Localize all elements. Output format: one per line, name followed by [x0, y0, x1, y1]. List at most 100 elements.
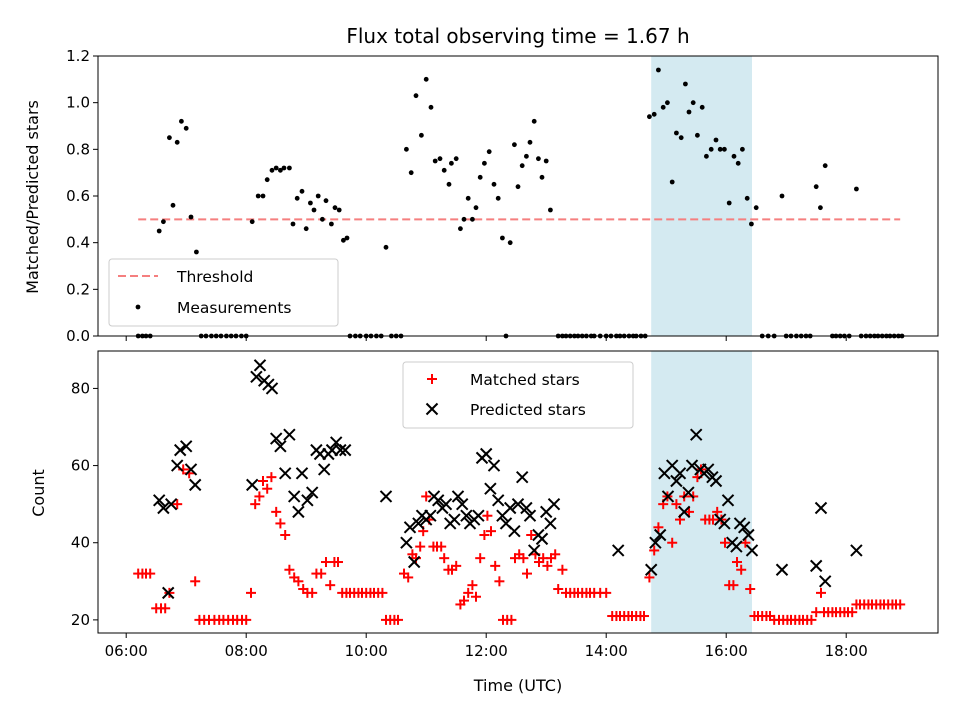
measurement-point: [432, 158, 438, 164]
y-tick-label: 80: [71, 379, 90, 397]
predicted-star-point: [431, 494, 445, 507]
measurement-point: [419, 132, 424, 138]
measurement-point: [473, 205, 479, 211]
matched-star-point: [293, 576, 304, 587]
matched-star-point: [494, 576, 505, 587]
matched-star-point: [258, 476, 268, 487]
y-tick-label: 0.6: [66, 187, 90, 205]
predicted-star-point: [184, 463, 198, 476]
measurement-point: [470, 216, 475, 222]
measurement-point: [722, 146, 727, 152]
predicted-star-point: [644, 563, 658, 576]
matched-star-point: [271, 506, 282, 517]
matched-star-point: [550, 549, 561, 560]
predicted-star-point: [400, 536, 413, 549]
measurement-point: [695, 132, 700, 138]
ratio-legend: Threshold Measurements: [108, 258, 339, 327]
predicted-star-point: [455, 497, 469, 511]
predicted-star-point: [730, 540, 743, 553]
measurement-point: [495, 195, 501, 201]
predicted-star-point: [491, 494, 505, 507]
predicted-star-point: [649, 536, 662, 549]
measurement-point: [491, 181, 497, 187]
predicted-star-point: [689, 428, 703, 441]
predicted-star-point: [721, 494, 735, 507]
predicted-star-point: [274, 440, 287, 453]
measurement-point: [704, 153, 709, 159]
matched-star-point: [526, 530, 537, 541]
matched-star-point: [671, 499, 682, 510]
predicted-star-point: [547, 497, 561, 511]
measurement-point: [524, 153, 529, 159]
measurement-point: [170, 202, 176, 208]
measurement-point: [453, 156, 459, 162]
matched-star-point: [421, 491, 432, 502]
matched-star-point: [895, 599, 906, 610]
x-tick-label: 14:00: [585, 642, 628, 660]
matched-star-point: [172, 499, 183, 510]
measurement-point: [441, 167, 447, 173]
predicted-star-point: [152, 494, 166, 507]
matched-star-point: [316, 568, 327, 579]
predicted-star-point: [283, 428, 296, 441]
matched-star-point: [275, 518, 286, 529]
observing-window-band: [651, 351, 752, 633]
measurement-point: [311, 207, 317, 213]
matched-star-point: [542, 560, 553, 571]
matched-star-point: [436, 541, 447, 552]
matched-star-point: [284, 564, 295, 575]
measurement-point: [543, 158, 549, 164]
measurement-point: [287, 165, 292, 171]
predicted-star-point: [520, 501, 533, 515]
predicted-star-point: [278, 467, 292, 480]
legend-box: [402, 361, 634, 429]
measurement-point: [269, 167, 275, 173]
matched-star-point: [439, 553, 450, 564]
matched-star-point: [708, 514, 718, 525]
matched-star-point: [471, 591, 481, 602]
x-tick-label: 18:00: [825, 642, 868, 660]
predicted-star-point: [775, 563, 789, 576]
ratio-axes-frame: [97, 55, 939, 337]
matched-star-point: [506, 614, 517, 625]
matched-star-point: [806, 614, 817, 625]
matched-star-point: [644, 572, 655, 583]
measurement-point: [735, 160, 741, 166]
matched-star-point: [475, 553, 486, 564]
measurement-point: [315, 193, 321, 199]
predicted-star-point: [673, 467, 687, 480]
y-tick-label: 40: [71, 534, 90, 552]
predicted-star-point: [742, 528, 755, 542]
legend-matched-swatch: [427, 374, 437, 384]
measurement-point: [500, 235, 505, 241]
predicted-star-point: [503, 501, 517, 515]
ratio-axes: 0.0 0.2 0.4 0.6 0.8 1.0 1.2 Threshold Measuremen…: [66, 47, 939, 345]
measurement-point: [161, 219, 166, 225]
matched-star-point: [250, 499, 261, 510]
predicted-star-point: [179, 440, 193, 453]
measurement-point: [527, 139, 533, 145]
measurement-point: [690, 100, 696, 106]
predicted-star-point: [295, 467, 309, 480]
measurement-point: [437, 156, 443, 162]
measurement-point: [174, 139, 180, 145]
predicted-star-point: [682, 486, 695, 499]
legend-measurements-swatch: [135, 304, 141, 310]
measurement-point: [486, 149, 492, 155]
predicted-star-point: [527, 544, 541, 557]
measurement-point: [156, 228, 162, 234]
matched-star-point: [280, 530, 291, 541]
count-axes-frame: [97, 350, 939, 634]
measurement-point: [188, 214, 194, 220]
predicted-star-point: [407, 555, 421, 569]
matched-star-point: [403, 572, 414, 583]
measurement-point: [647, 114, 652, 120]
measurement-point: [651, 111, 657, 117]
y-tick-label: 0.2: [66, 280, 90, 298]
measurement-point: [281, 165, 287, 171]
measurement-point: [539, 174, 545, 180]
predicted-star-point: [265, 382, 279, 395]
measurement-point: [413, 93, 419, 99]
measurement-point: [183, 125, 189, 131]
matched-star-point: [728, 580, 739, 591]
